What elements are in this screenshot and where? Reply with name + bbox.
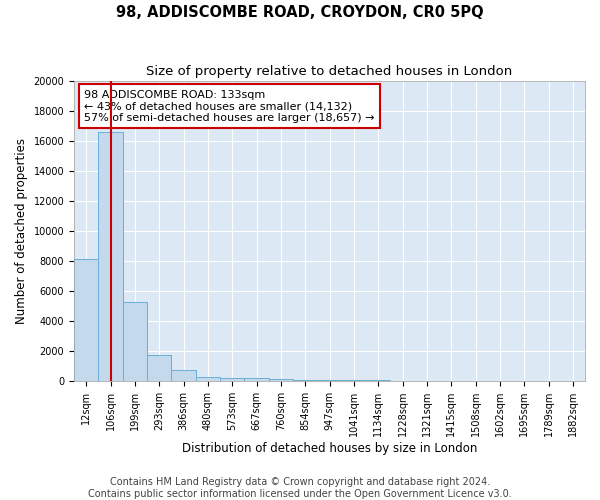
Bar bbox=[341, 380, 366, 381]
X-axis label: Distribution of detached houses by size in London: Distribution of detached houses by size … bbox=[182, 442, 477, 455]
Bar bbox=[391, 380, 415, 381]
Bar bbox=[366, 380, 391, 381]
Text: 98 ADDISCOMBE ROAD: 133sqm
← 43% of detached houses are smaller (14,132)
57% of : 98 ADDISCOMBE ROAD: 133sqm ← 43% of deta… bbox=[84, 90, 375, 123]
Bar bbox=[147, 355, 172, 381]
Bar bbox=[172, 370, 196, 381]
Title: Size of property relative to detached houses in London: Size of property relative to detached ho… bbox=[146, 65, 512, 78]
Bar bbox=[196, 376, 220, 381]
Bar bbox=[122, 302, 147, 381]
Bar bbox=[293, 380, 317, 381]
Text: Contains HM Land Registry data © Crown copyright and database right 2024.
Contai: Contains HM Land Registry data © Crown c… bbox=[88, 478, 512, 499]
Bar bbox=[269, 379, 293, 381]
Bar bbox=[415, 380, 439, 381]
Bar bbox=[317, 380, 341, 381]
Y-axis label: Number of detached properties: Number of detached properties bbox=[15, 138, 28, 324]
Text: 98, ADDISCOMBE ROAD, CROYDON, CR0 5PQ: 98, ADDISCOMBE ROAD, CROYDON, CR0 5PQ bbox=[116, 5, 484, 20]
Bar bbox=[244, 378, 269, 381]
Bar bbox=[98, 132, 122, 381]
Bar bbox=[74, 260, 98, 381]
Bar bbox=[220, 378, 244, 381]
